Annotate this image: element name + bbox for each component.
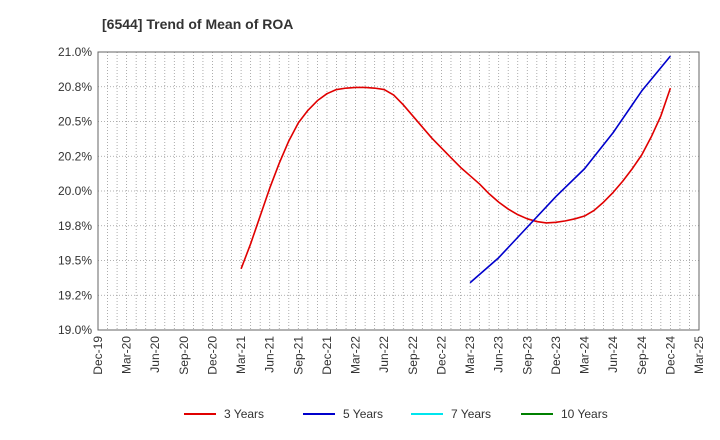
x-tick-label: Dec-24 [663, 336, 677, 375]
series-line-5-years [469, 55, 671, 284]
x-tick-label: Sep-20 [177, 336, 191, 375]
x-tick-label: Sep-24 [635, 336, 649, 375]
x-tick-label: Dec-21 [320, 336, 334, 375]
y-tick-label: 19.2% [58, 288, 92, 302]
y-axis-ticks: 21.0% 20.8% 20.5% 20.2% 20.0% 19.8% 19.5% 19.2%… [58, 45, 92, 337]
legend-label-10-years: 10 Years [561, 407, 608, 421]
series-line-3-years [240, 86, 672, 270]
x-tick-label: Jun-23 [492, 336, 506, 373]
x-tick-label: Mar-22 [349, 336, 363, 374]
x-tick-label: Dec-23 [549, 336, 563, 375]
x-tick-label: Dec-22 [434, 336, 448, 375]
legend-label-3-years: 3 Years [224, 407, 264, 421]
series-lines [240, 55, 672, 284]
x-tick-label: Jun-20 [148, 336, 162, 373]
x-tick-label: Dec-19 [91, 336, 105, 375]
x-tick-label: Sep-21 [291, 336, 305, 375]
x-tick-label: Jun-22 [377, 336, 391, 373]
x-tick-label: Mar-25 [692, 336, 706, 374]
x-tick-label: Mar-21 [234, 336, 248, 374]
x-tick-label: Jun-21 [263, 336, 277, 373]
x-axis-ticks: Dec-19 Mar-20 Jun-20 Sep-20 Dec-20 Mar-21 Jun-… [91, 336, 706, 375]
grid [98, 52, 699, 330]
y-tick-label: 20.5% [58, 115, 92, 129]
y-tick-label: 20.0% [58, 184, 92, 198]
x-tick-label: Sep-22 [406, 336, 420, 375]
chart-title: [6544] Trend of Mean of ROA [102, 16, 293, 32]
plot-area-frame [97, 51, 700, 331]
legend: 3 Years 5 Years 7 Years 10 Years [184, 407, 608, 421]
x-tick-label: Mar-20 [120, 336, 134, 374]
x-tick-label: Mar-23 [463, 336, 477, 374]
x-tick-label: Dec-20 [205, 336, 219, 375]
x-tick-label: Jun-24 [606, 336, 620, 373]
legend-label-5-years: 5 Years [343, 407, 383, 421]
legend-label-7-years: 7 Years [451, 407, 491, 421]
y-tick-label: 21.0% [58, 45, 92, 59]
y-tick-label: 20.8% [58, 80, 92, 94]
x-tick-label: Sep-23 [520, 336, 534, 375]
x-tick-label: Mar-24 [578, 336, 592, 374]
y-tick-label: 19.0% [58, 323, 92, 337]
y-tick-label: 20.2% [58, 149, 92, 163]
y-tick-label: 19.8% [58, 219, 92, 233]
y-tick-label: 19.5% [58, 254, 92, 268]
